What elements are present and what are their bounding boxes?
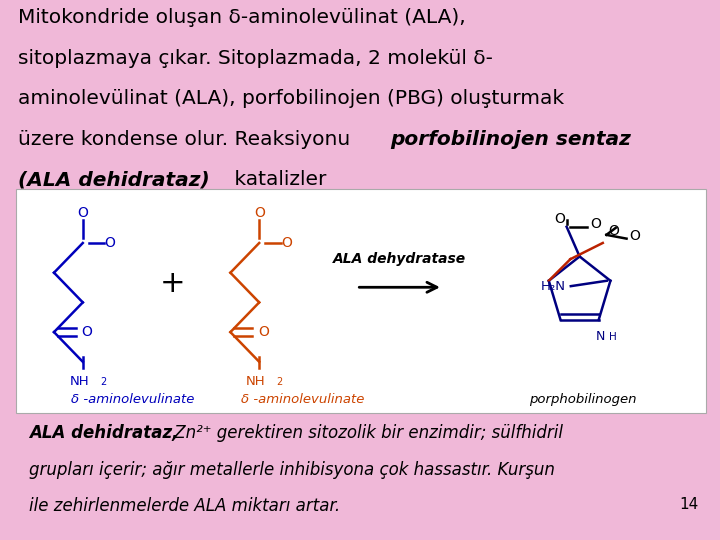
Text: δ -aminolevulinate: δ -aminolevulinate: [241, 393, 364, 406]
Text: porphobilinogen: porphobilinogen: [529, 393, 637, 406]
Text: 2: 2: [100, 377, 106, 387]
Text: aminolevülinat (ALA), porfobilinojen (PBG) oluşturmak: aminolevülinat (ALA), porfobilinojen (PB…: [18, 89, 564, 108]
Text: O: O: [104, 236, 116, 250]
Text: O: O: [253, 206, 265, 220]
Text: O: O: [258, 325, 269, 339]
Text: grupları içerir; ağır metallerle inhibisyona çok hassastır. Kurşun: grupları içerir; ağır metallerle inhibis…: [29, 461, 554, 478]
Text: O: O: [77, 206, 89, 220]
Text: H₂N: H₂N: [540, 280, 565, 293]
Text: (ALA dehidrataz): (ALA dehidrataz): [18, 170, 210, 189]
Text: O: O: [554, 212, 565, 226]
Text: H: H: [609, 332, 617, 342]
Text: NH: NH: [69, 375, 89, 388]
Text: porfobilinojen sentaz: porfobilinojen sentaz: [390, 130, 631, 148]
Text: O: O: [81, 325, 93, 339]
Text: 14: 14: [679, 497, 698, 512]
Text: ALA dehidrataz,: ALA dehidrataz,: [29, 424, 179, 442]
Text: +: +: [160, 269, 186, 298]
FancyBboxPatch shape: [16, 189, 706, 413]
Text: δ -aminolevulinate: δ -aminolevulinate: [71, 393, 194, 406]
Text: O: O: [281, 236, 292, 250]
Text: Zn²⁺ gerektiren sitozolik bir enzimdir; sülfhidril: Zn²⁺ gerektiren sitozolik bir enzimdir; …: [169, 424, 563, 442]
Text: NH: NH: [246, 375, 266, 388]
Text: üzere kondense olur. Reaksiyonu: üzere kondense olur. Reaksiyonu: [18, 130, 356, 148]
Text: ALA dehydratase: ALA dehydratase: [333, 252, 466, 266]
Text: O: O: [630, 230, 641, 244]
Text: 2: 2: [276, 377, 282, 387]
Text: O: O: [608, 224, 619, 238]
Text: Mitokondride oluşan δ-aminolevülinat (ALA),: Mitokondride oluşan δ-aminolevülinat (AL…: [18, 8, 466, 27]
Text: N: N: [595, 330, 605, 343]
Text: sitoplazmaya çıkar. Sitoplazmada, 2 molekül δ-: sitoplazmaya çıkar. Sitoplazmada, 2 mole…: [18, 49, 493, 68]
Text: katalizler: katalizler: [228, 170, 326, 189]
Text: O: O: [590, 217, 601, 231]
Text: ile zehirlenmelerde ALA miktarı artar.: ile zehirlenmelerde ALA miktarı artar.: [29, 497, 340, 515]
